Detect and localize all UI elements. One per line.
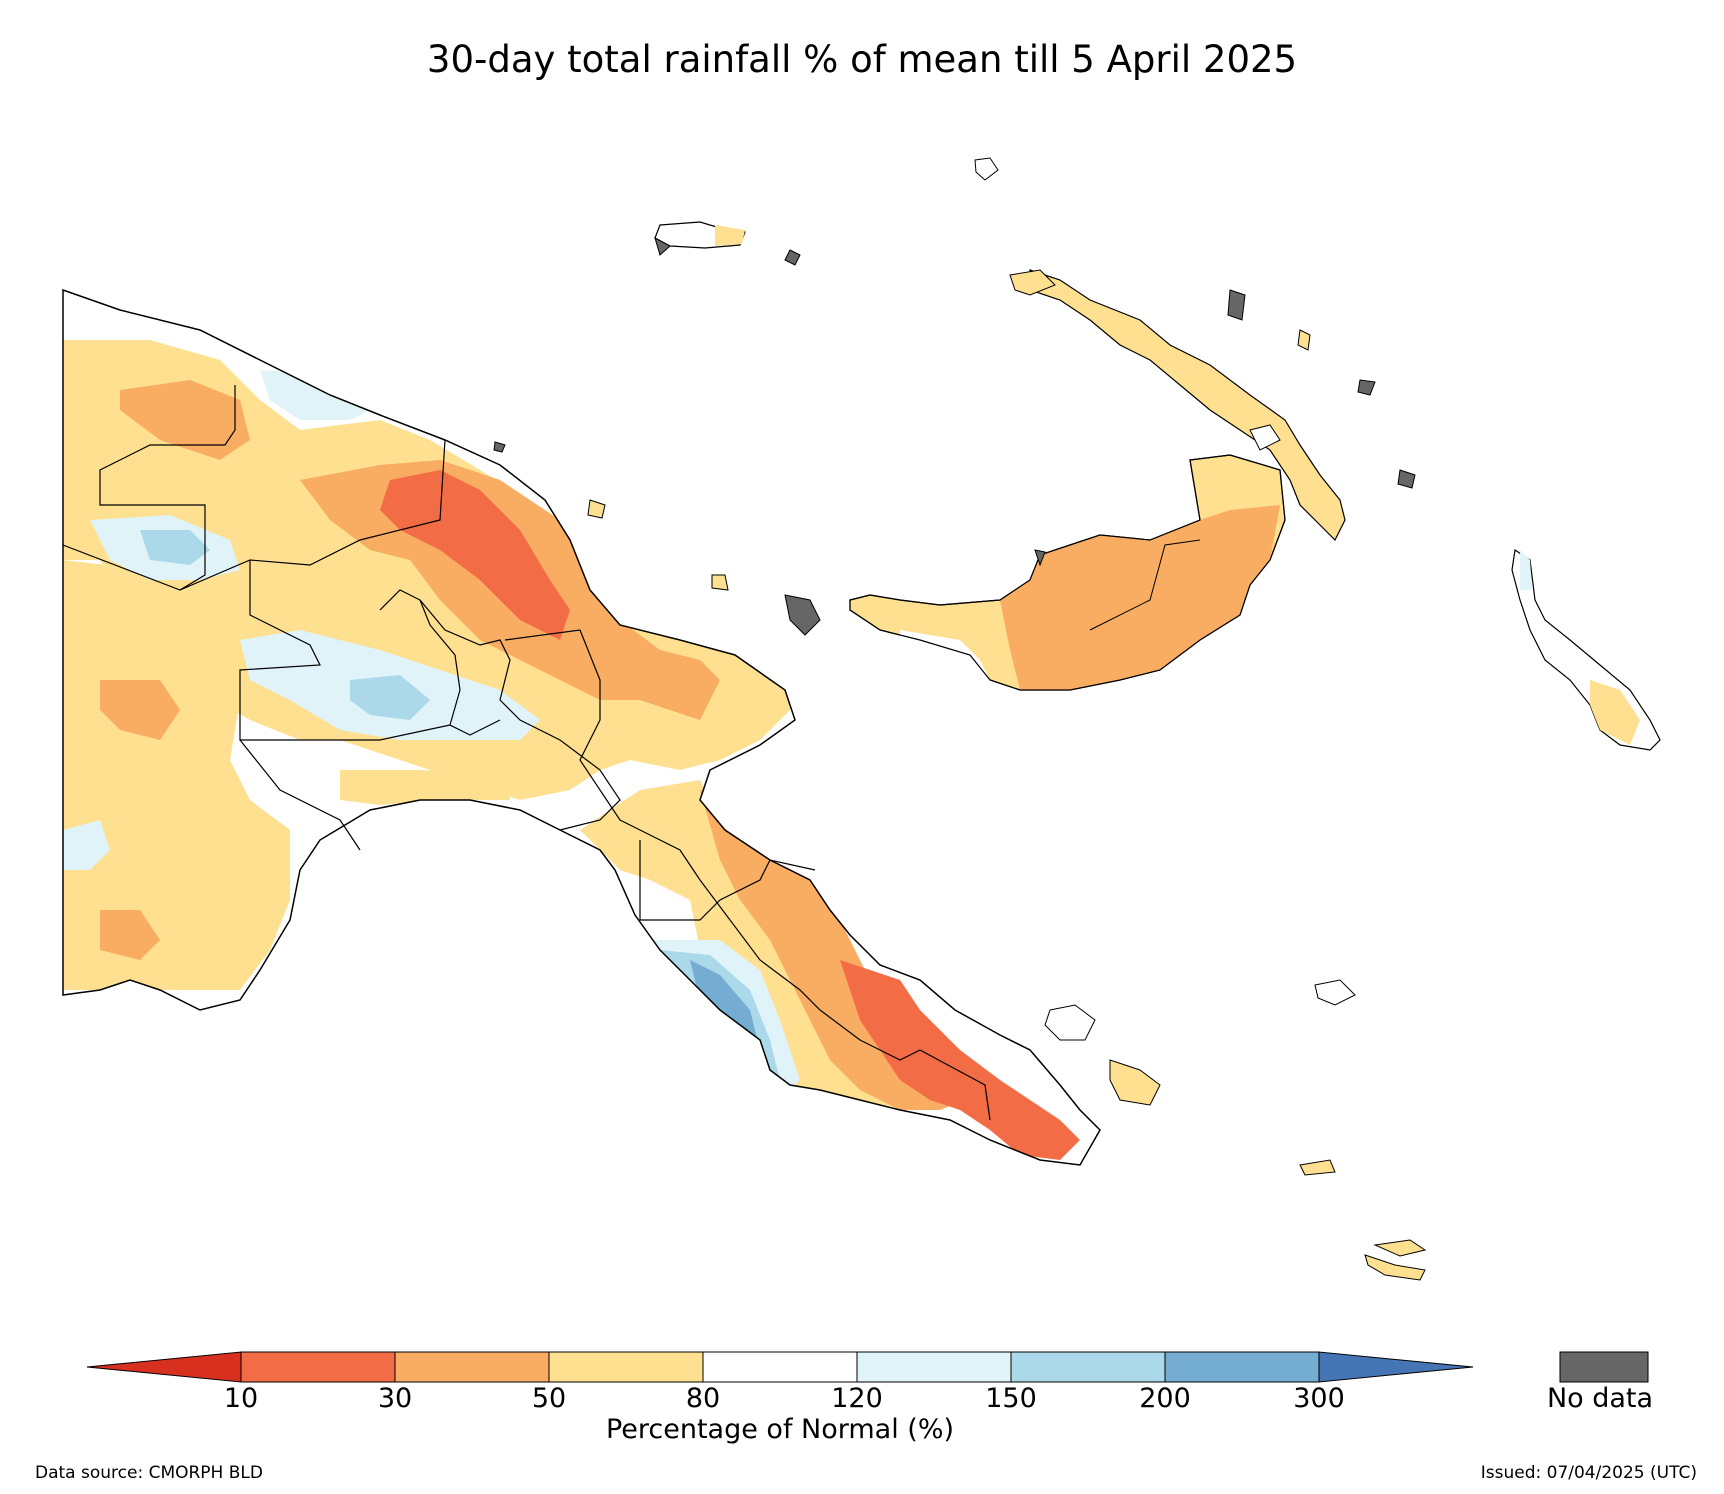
- colorbar-tick: 80: [685, 1383, 721, 1414]
- rainfall-shading: [63, 340, 1080, 1160]
- colorbar-tick: 50: [531, 1383, 567, 1414]
- issued-date: Issued: 07/04/2025 (UTC): [1480, 1463, 1697, 1483]
- colorbar-bin: [1164, 1351, 1320, 1383]
- new-britain: [849, 454, 1286, 691]
- colorbar-bin: [394, 1351, 550, 1383]
- colorbar: [86, 1351, 1649, 1383]
- colorbar-bin: [702, 1351, 858, 1383]
- small-islands: [493, 157, 1427, 1281]
- data-source: Data source: CMORPH BLD: [35, 1463, 263, 1483]
- mainland: [62, 288, 1101, 1166]
- colorbar-tick: 300: [1293, 1383, 1345, 1414]
- colorbar-tick: 150: [985, 1383, 1037, 1414]
- colorbar-tick: 30: [377, 1383, 413, 1414]
- colorbar-bin: [548, 1351, 704, 1383]
- nodata-swatch: [1559, 1351, 1649, 1383]
- nodata-label: No data: [1546, 1383, 1654, 1414]
- manus-island: [654, 221, 801, 266]
- colorbar-tick: 10: [223, 1383, 259, 1414]
- colorbar-bin: [1010, 1351, 1166, 1383]
- new-ireland: [1009, 269, 1346, 542]
- colorbar-label: Percentage of Normal (%): [605, 1414, 955, 1445]
- colorbar-tick: 120: [831, 1383, 883, 1414]
- colorbar-tick: 200: [1139, 1383, 1191, 1414]
- province-boundaries: [62, 385, 991, 1121]
- colorbar-high-arrow: [1318, 1351, 1474, 1383]
- colorbar-bin: [856, 1351, 1012, 1383]
- bougainville: [1511, 548, 1661, 751]
- colorbar-low-arrow: [86, 1351, 242, 1383]
- map-title: 30-day total rainfall % of mean till 5 A…: [426, 38, 1298, 81]
- colorbar-bin: [240, 1351, 396, 1383]
